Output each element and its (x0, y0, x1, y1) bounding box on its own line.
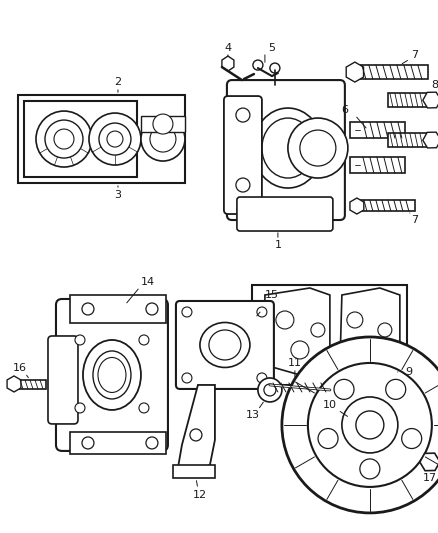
Text: 11: 11 (288, 358, 302, 368)
Circle shape (318, 429, 338, 449)
Bar (70, 432, 166, 454)
Circle shape (270, 63, 280, 73)
Text: 4: 4 (224, 43, 231, 53)
Text: 8: 8 (431, 80, 438, 90)
Circle shape (75, 335, 85, 345)
Ellipse shape (83, 340, 141, 410)
Ellipse shape (209, 330, 241, 360)
Text: 5: 5 (268, 43, 276, 53)
Circle shape (253, 60, 263, 70)
Ellipse shape (98, 358, 126, 392)
Circle shape (288, 118, 348, 178)
Text: 7: 7 (411, 215, 418, 225)
Circle shape (311, 323, 325, 337)
FancyBboxPatch shape (56, 299, 168, 451)
Circle shape (378, 323, 392, 337)
Polygon shape (340, 288, 400, 378)
Circle shape (107, 131, 123, 147)
Text: 1: 1 (274, 240, 281, 250)
Circle shape (99, 123, 131, 155)
Circle shape (146, 303, 158, 315)
Circle shape (82, 437, 94, 449)
Text: 13: 13 (246, 410, 260, 420)
Text: 12: 12 (193, 490, 207, 500)
Ellipse shape (200, 322, 250, 367)
Text: 7: 7 (411, 50, 418, 60)
Circle shape (402, 429, 422, 449)
Circle shape (182, 307, 192, 317)
Circle shape (153, 114, 173, 134)
Circle shape (36, 111, 92, 167)
Circle shape (291, 341, 309, 359)
Circle shape (146, 437, 158, 449)
Circle shape (139, 403, 149, 413)
Circle shape (276, 311, 294, 329)
Circle shape (82, 303, 94, 315)
Text: 14: 14 (141, 277, 155, 287)
FancyBboxPatch shape (227, 80, 345, 220)
Bar (70, 295, 166, 323)
Circle shape (356, 411, 384, 439)
Polygon shape (178, 385, 215, 472)
Bar (358, 65, 428, 79)
Bar (141, 116, 185, 132)
FancyBboxPatch shape (237, 197, 333, 231)
Bar (350, 157, 405, 173)
Circle shape (264, 384, 276, 396)
Circle shape (236, 178, 250, 192)
Circle shape (150, 126, 176, 152)
Polygon shape (222, 56, 234, 71)
Text: 17: 17 (423, 473, 437, 483)
Text: 9: 9 (405, 367, 412, 377)
FancyBboxPatch shape (176, 301, 274, 389)
Bar (350, 122, 405, 138)
Circle shape (54, 129, 74, 149)
Circle shape (308, 363, 432, 487)
Circle shape (258, 378, 282, 402)
Circle shape (75, 403, 85, 413)
Circle shape (282, 337, 438, 513)
FancyBboxPatch shape (48, 336, 78, 424)
Ellipse shape (253, 108, 323, 188)
Bar (252, 285, 407, 385)
Bar (388, 93, 428, 107)
Circle shape (334, 379, 354, 399)
Text: 6: 6 (341, 105, 348, 115)
Bar (360, 200, 415, 211)
Circle shape (139, 335, 149, 345)
FancyBboxPatch shape (224, 96, 262, 214)
Circle shape (342, 397, 398, 453)
Bar (18, 380, 46, 389)
Circle shape (360, 459, 380, 479)
Text: 3: 3 (114, 190, 121, 200)
Circle shape (347, 312, 363, 328)
Text: 16: 16 (13, 363, 27, 373)
Text: 2: 2 (114, 77, 121, 87)
Text: 10: 10 (323, 400, 337, 410)
Text: 15: 15 (265, 290, 279, 300)
Circle shape (45, 120, 83, 158)
Polygon shape (173, 465, 215, 478)
Circle shape (257, 307, 267, 317)
Circle shape (386, 379, 406, 399)
Bar (18, 95, 185, 183)
Polygon shape (265, 288, 330, 375)
Circle shape (190, 429, 202, 441)
Bar (24, 101, 137, 177)
Circle shape (236, 108, 250, 122)
Circle shape (89, 113, 141, 165)
Circle shape (300, 130, 336, 166)
Circle shape (360, 342, 376, 358)
Circle shape (182, 373, 192, 383)
Ellipse shape (93, 351, 131, 399)
Circle shape (257, 373, 267, 383)
Bar (388, 133, 428, 147)
Circle shape (141, 117, 185, 161)
Ellipse shape (262, 118, 314, 178)
